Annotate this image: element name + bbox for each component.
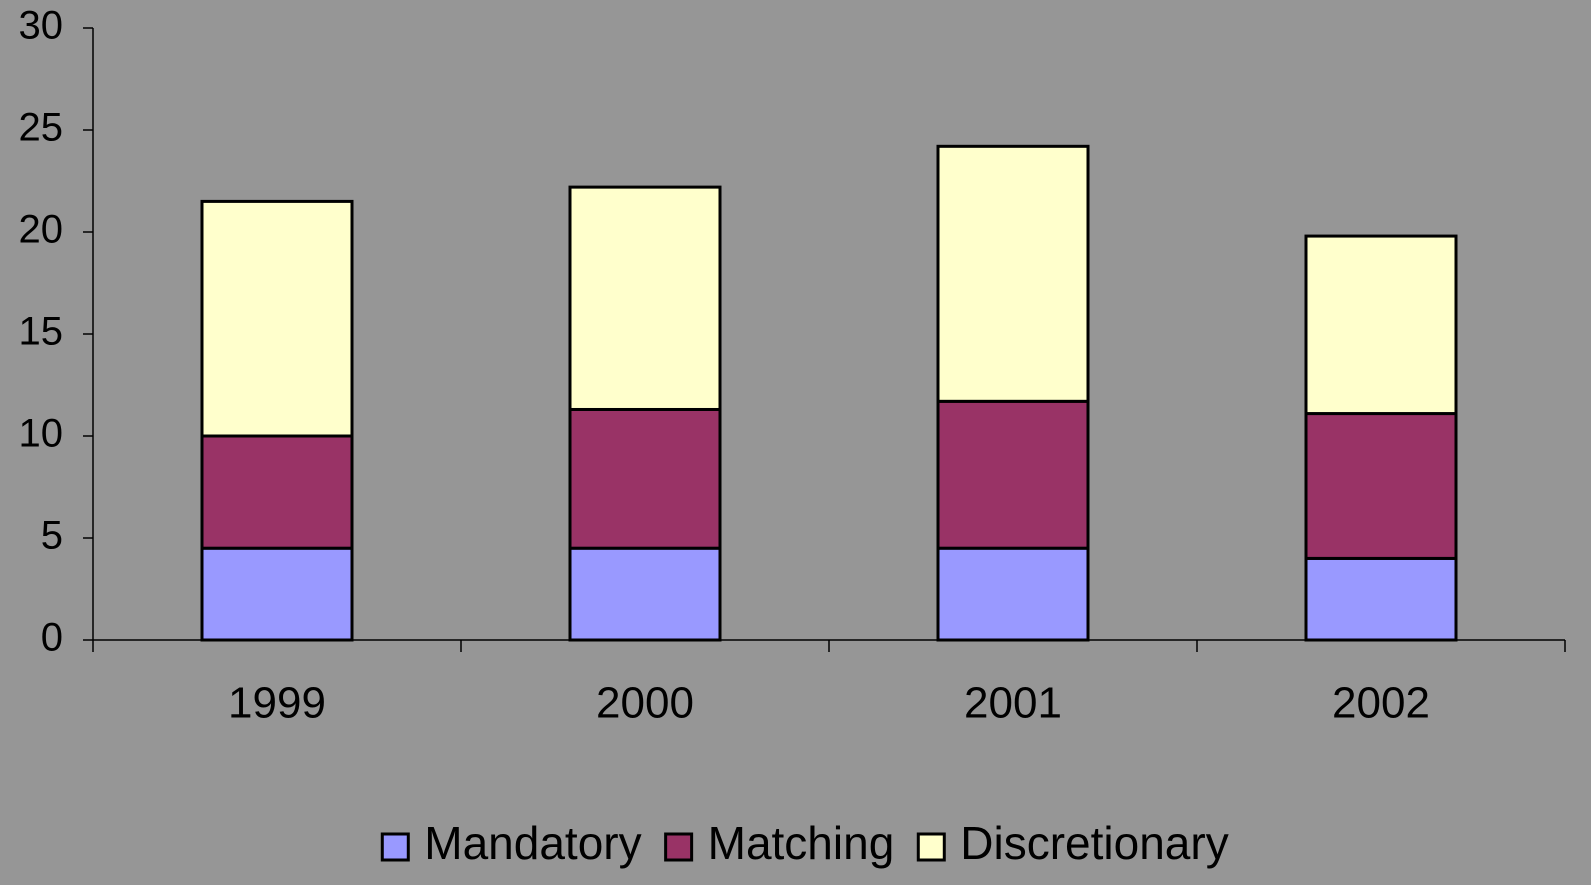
bar-segment [1304,556,1458,642]
bar-segment [1304,234,1458,416]
legend-label: Mandatory [424,817,641,869]
legend-swatch [380,832,410,862]
y-tick-label: 30 [19,4,64,48]
bar-segment [568,185,722,411]
y-tick-label: 10 [19,412,64,456]
x-tick-label: 2001 [964,679,1062,728]
bar-segment [568,546,722,642]
legend-swatch [664,832,694,862]
y-tick-label: 15 [19,310,64,354]
y-tick-label: 20 [19,208,64,252]
bar-segment [936,399,1090,550]
bar-segment [1304,412,1458,560]
legend-swatch [916,832,946,862]
x-tick-label: 2000 [596,679,694,728]
bar-segment [200,199,354,438]
x-tick-label: 2002 [1332,679,1430,728]
y-tick-label: 25 [19,106,64,150]
legend-label: Matching [708,817,895,869]
x-tick-label: 1999 [228,679,326,728]
bar-segment [936,144,1090,403]
y-tick-label: 0 [41,616,63,660]
bar-segment [200,546,354,642]
legend-label: Discretionary [960,817,1228,869]
bar-segment [568,407,722,550]
y-tick-label: 5 [41,514,63,558]
bar-segment [200,434,354,550]
bar-segment [936,546,1090,642]
